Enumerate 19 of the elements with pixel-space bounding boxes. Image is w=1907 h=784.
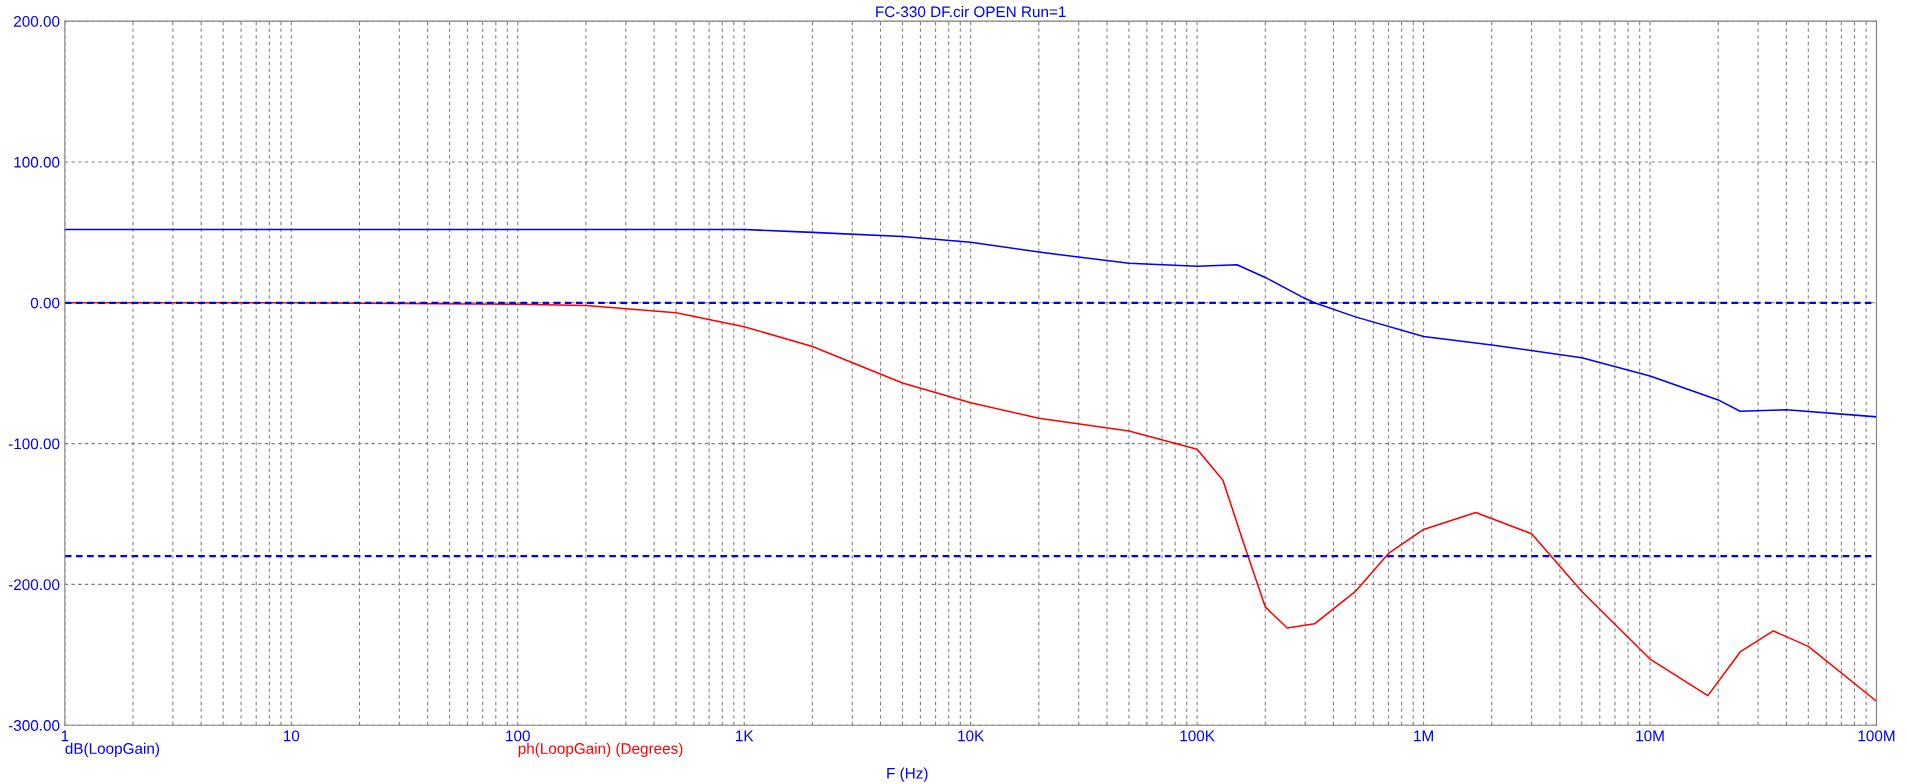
- x-tick-label: 1K: [736, 730, 754, 742]
- y-tick-label: 0.00: [30, 297, 60, 309]
- x-tick-label: 10M: [1636, 730, 1664, 742]
- x-tick-label: 100K: [1180, 730, 1215, 742]
- x-tick-label: 1: [61, 730, 69, 742]
- y-tick-label: 200.00: [14, 16, 60, 27]
- text: ph(LoopGain) (Degrees): [518, 742, 683, 757]
- x-tick-label: 100: [506, 730, 530, 742]
- y-tick-label: -300.00: [8, 720, 60, 731]
- x-tick-label: 10: [283, 730, 300, 742]
- x-tick-label: 1M: [1414, 730, 1433, 742]
- x-tick-label: 10K: [958, 730, 985, 742]
- y-tick-label: -100.00: [8, 438, 60, 450]
- x-axis-title: F (Hz): [887, 767, 928, 782]
- text: dB(LoopGain): [65, 742, 160, 757]
- x-tick-label: 100M: [1858, 730, 1895, 742]
- y-tick-label: -200.00: [8, 579, 60, 591]
- chart-title: FC-330 DF.cir OPEN Run=1: [876, 5, 1066, 18]
- y-tick-label: 100.00: [14, 156, 60, 168]
